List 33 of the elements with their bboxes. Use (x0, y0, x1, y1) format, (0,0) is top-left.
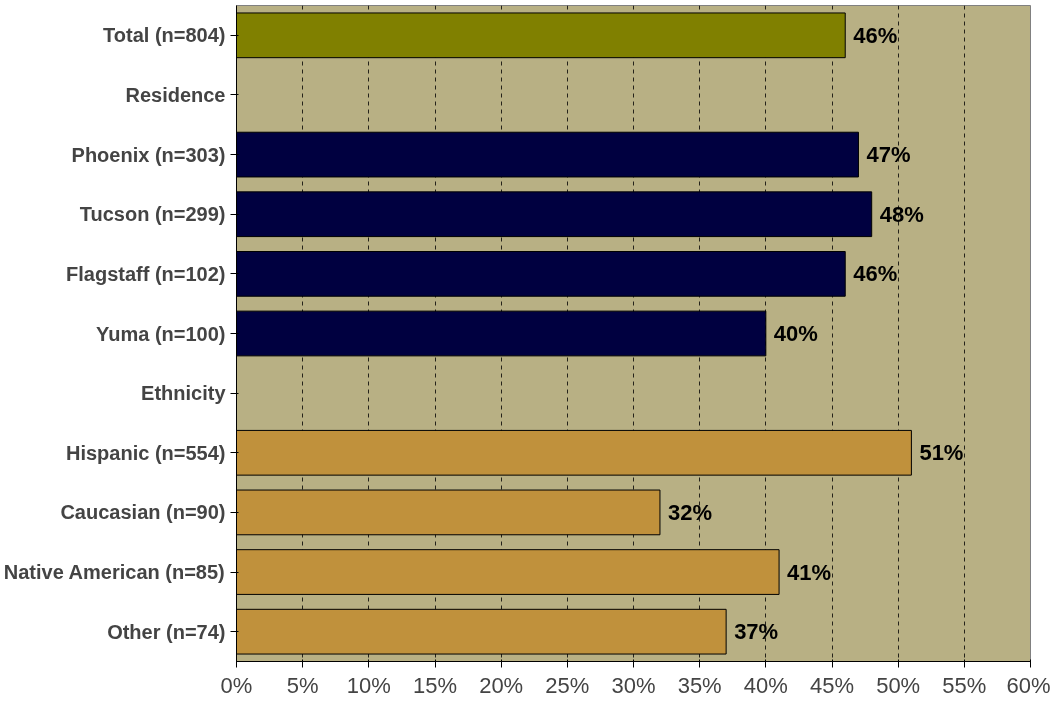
data-label: 41% (787, 559, 832, 585)
x-tick-label: 20% (479, 672, 524, 698)
data-label: 48% (879, 201, 924, 227)
x-tick-label: 50% (876, 672, 921, 698)
x-tick-label: 15% (412, 672, 458, 698)
y-tick-label: Residence (125, 83, 226, 106)
x-tick-label: 60% (1006, 672, 1051, 698)
y-tick-label: Yuma (n=100) (96, 322, 226, 345)
x-tick-label: 55% (942, 672, 987, 698)
y-tick-label: Caucasian (n=90) (60, 501, 226, 524)
x-tick-label: 0% (220, 672, 253, 698)
y-tick-label: Phoenix (n=303) (71, 143, 226, 166)
y-tick-label: Native American (n=85) (3, 561, 225, 584)
x-tick-label: 35% (677, 672, 722, 698)
x-tick-label: 45% (809, 672, 855, 698)
data-label: 40% (773, 321, 818, 346)
data-label: 46% (853, 261, 898, 287)
x-tick-label: 10% (346, 672, 391, 698)
data-label: 46% (853, 22, 898, 48)
data-label: 32% (667, 499, 713, 525)
x-tick-label: 25% (545, 672, 590, 698)
data-label: 37% (734, 619, 779, 645)
y-tick-label: Total (n=804) (103, 24, 226, 47)
y-tick-label: Tucson (n=299) (79, 203, 226, 226)
x-tick-label: 30% (611, 672, 656, 698)
y-tick-label: Flagstaff (n=102) (66, 262, 226, 285)
x-tick-label: 40% (743, 672, 788, 698)
data-label: 51% (919, 440, 964, 466)
y-tick-label: Hispanic (n=554) (66, 441, 226, 464)
x-tick-label: 5% (286, 672, 319, 698)
y-tick-label: Other (n=74) (107, 620, 226, 643)
y-tick-label: Ethnicity (141, 382, 227, 405)
data-label: 47% (866, 142, 911, 168)
